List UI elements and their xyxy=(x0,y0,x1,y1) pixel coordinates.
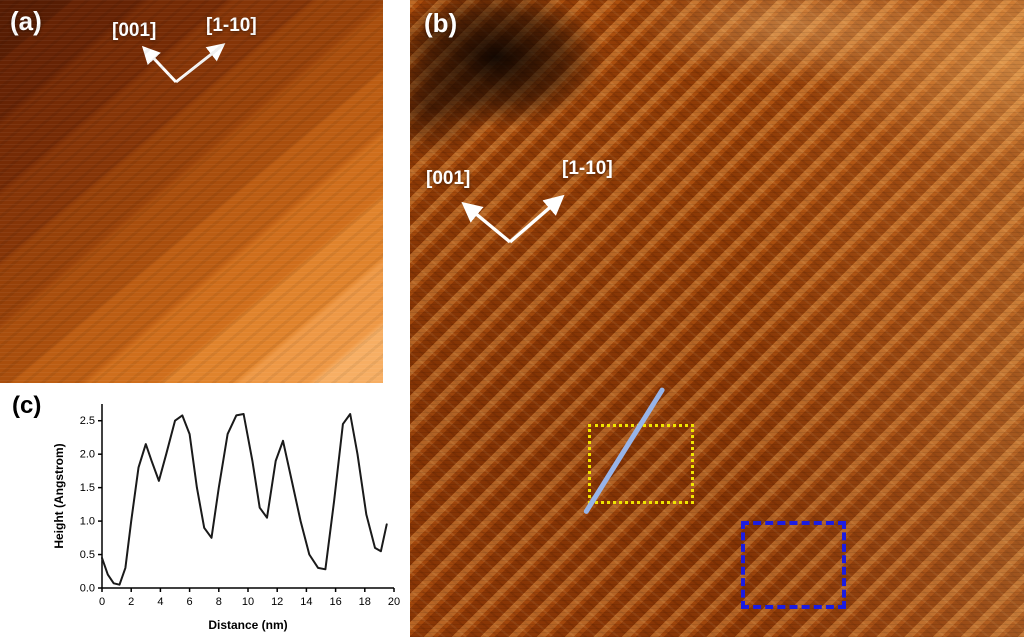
axis-001-label-b: [001] xyxy=(426,168,471,189)
panel-c-label: (c) xyxy=(12,392,42,419)
axis-001-label-a: [001] xyxy=(112,20,157,41)
svg-text:Height (Angstrom): Height (Angstrom) xyxy=(52,443,66,548)
svg-text:1.0: 1.0 xyxy=(80,516,95,528)
direction-arrows-a-icon xyxy=(141,43,226,84)
svg-text:4: 4 xyxy=(157,596,163,608)
svg-text:2: 2 xyxy=(128,596,134,608)
stm-texture-overlay xyxy=(410,0,1024,637)
svg-text:10: 10 xyxy=(242,596,254,608)
blue-dashed-box xyxy=(741,521,846,609)
svg-text:16: 16 xyxy=(329,596,341,608)
line-profile-panel: (c) 0.0 0.5 1.0 1.5 2.0 2.5 0 2 4 6 8 10 12 14 16 18 20 D… xyxy=(6,392,408,634)
svg-text:Distance (nm): Distance (nm) xyxy=(208,618,287,632)
svg-text:12: 12 xyxy=(271,596,283,608)
svg-text:8: 8 xyxy=(216,596,222,608)
height-profile-chart: 0.0 0.5 1.0 1.5 2.0 2.5 0 2 4 6 8 10 12 14 16 18 20 Dista… xyxy=(52,404,400,632)
svg-text:14: 14 xyxy=(300,596,312,608)
svg-text:6: 6 xyxy=(187,596,193,608)
svg-text:2.5: 2.5 xyxy=(80,415,95,427)
svg-text:2.0: 2.0 xyxy=(80,449,95,461)
svg-text:0.0: 0.0 xyxy=(80,583,95,595)
svg-text:20: 20 xyxy=(388,596,400,608)
direction-arrows-b-icon xyxy=(461,194,565,244)
panel-a-label: (a) xyxy=(10,6,42,36)
yellow-dotted-box xyxy=(588,424,694,504)
axis-1-10-label-b: [1-10] xyxy=(562,158,613,179)
stm-image-a: (a) [001] [1-10] xyxy=(0,0,383,383)
svg-text:1.5: 1.5 xyxy=(80,482,95,494)
svg-text:18: 18 xyxy=(359,596,371,608)
panel-b-label: (b) xyxy=(424,8,458,38)
stm-image-b: (b) [001] [1-10] xyxy=(410,0,1024,637)
svg-text:0.5: 0.5 xyxy=(80,549,95,561)
axis-1-10-label-a: [1-10] xyxy=(206,15,257,36)
svg-text:0: 0 xyxy=(99,596,105,608)
